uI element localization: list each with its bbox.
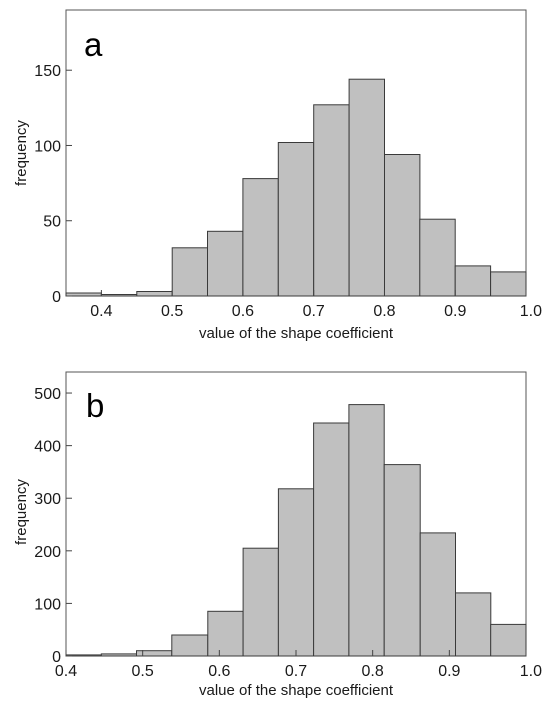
x-axis-label-b: value of the shape coefficient xyxy=(199,682,394,699)
y-tick-label-b: 100 xyxy=(34,596,61,613)
histogram-bar-b-9 xyxy=(383,464,421,657)
histogram-bar-b-10 xyxy=(419,532,457,657)
histogram-bar-a-1 xyxy=(100,294,138,297)
y-tick-label-b: 200 xyxy=(34,544,61,561)
y-tick-label-b: 0 xyxy=(52,649,61,666)
histogram-bar-b-11 xyxy=(455,592,492,657)
x-tick-label-b: 0.7 xyxy=(285,663,307,680)
histogram-panel-b: 0 100 200 300 400 500 0.4 0.5 0.6 0.7 0.8 0.9 1.0 b… xyxy=(13,371,542,699)
histogram-bar-a-8 xyxy=(348,78,386,297)
histogram-bar-a-2 xyxy=(136,291,173,297)
y-ticks-a: 0 50 100 150 xyxy=(34,63,72,306)
histogram-bar-a-6 xyxy=(277,142,315,297)
y-tick-label-a: 100 xyxy=(34,138,61,155)
histogram-bar-a-10 xyxy=(419,218,456,297)
histogram-bar-b-6 xyxy=(277,488,315,657)
histogram-bar-b-4 xyxy=(207,610,244,657)
histogram-bar-a-5 xyxy=(242,178,279,297)
x-tick-label-a: 0.6 xyxy=(232,303,254,320)
histogram-bar-a-9 xyxy=(384,154,421,297)
x-tick-label-b: 0.4 xyxy=(55,663,77,680)
x-tick-label-a: 0.7 xyxy=(303,303,325,320)
x-tick-label-b: 0.6 xyxy=(208,663,230,680)
x-tick-label-b: 0.9 xyxy=(438,663,460,680)
y-tick-label-b: 300 xyxy=(34,491,61,508)
histogram-bar-b-2 xyxy=(136,650,173,657)
histogram-bar-a-11 xyxy=(454,265,492,297)
histogram-bar-a-3 xyxy=(171,247,209,297)
histogram-bar-b-12 xyxy=(490,623,527,657)
x-tick-label-a: 0.4 xyxy=(90,303,112,320)
y-tick-label-b: 400 xyxy=(34,439,61,456)
x-ticks-b: 0.4 0.5 0.6 0.7 0.8 0.9 1.0 xyxy=(55,650,542,680)
y-axis-label-b: frequency xyxy=(13,479,30,545)
x-ticks-a: 0.4 0.5 0.6 0.7 0.8 0.9 1.0 xyxy=(90,290,542,320)
panel-label-b: b xyxy=(86,387,104,424)
histogram-bar-b-8 xyxy=(348,404,385,657)
panel-label-a: a xyxy=(84,26,103,63)
y-tick-label-a: 0 xyxy=(52,289,61,306)
bars-a xyxy=(65,78,527,297)
y-ticks-b: 0 100 200 300 400 500 xyxy=(34,386,72,666)
y-axis-label-a: frequency xyxy=(13,120,30,186)
x-tick-label-b: 1.0 xyxy=(520,663,542,680)
histogram-bar-b-5 xyxy=(242,547,279,657)
x-tick-label-b: 0.8 xyxy=(362,663,384,680)
x-tick-label-a: 0.5 xyxy=(161,303,183,320)
bars-b xyxy=(65,404,527,657)
histogram-bar-a-12 xyxy=(490,271,527,297)
y-tick-label-a: 50 xyxy=(43,214,61,231)
histogram-bar-a-4 xyxy=(207,230,244,297)
x-tick-label-a: 1.0 xyxy=(520,303,542,320)
x-tick-label-a: 0.9 xyxy=(444,303,466,320)
x-axis-label-a: value of the shape coefficient xyxy=(199,325,394,342)
y-tick-label-a: 150 xyxy=(34,63,61,80)
x-tick-label-b: 0.5 xyxy=(132,663,154,680)
histogram-bar-a-7 xyxy=(313,104,350,297)
histogram-bar-b-7 xyxy=(313,422,350,657)
histogram-panel-a: 0 50 100 150 0.4 0.5 0.6 0.7 0.8 0.9 1.0 a freque… xyxy=(13,9,542,342)
histogram-bar-b-3 xyxy=(171,634,209,657)
x-tick-label-a: 0.8 xyxy=(373,303,395,320)
histogram-bar-b-1 xyxy=(100,653,138,657)
y-tick-label-b: 500 xyxy=(34,386,61,403)
